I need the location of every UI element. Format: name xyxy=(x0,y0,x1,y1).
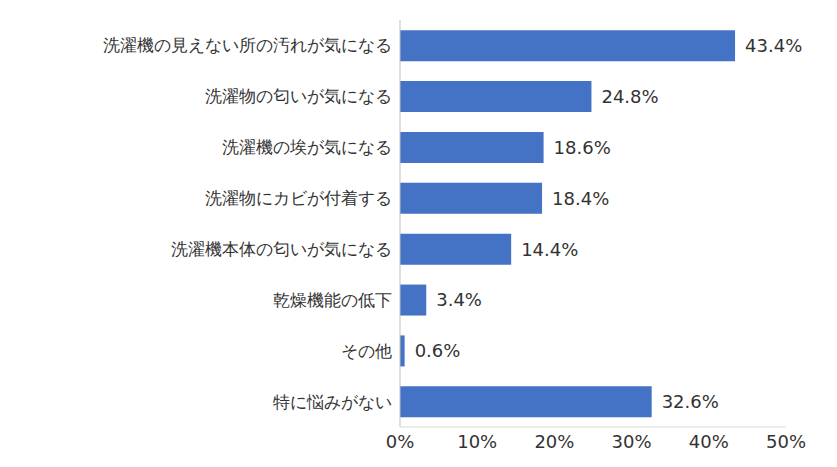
svg-text:3.4%: 3.4% xyxy=(436,289,482,310)
svg-text:20%: 20% xyxy=(534,431,574,452)
svg-text:40%: 40% xyxy=(689,431,729,452)
svg-text:洗濯機本体の匂いが気になる: 洗濯機本体の匂いが気になる xyxy=(171,239,392,259)
svg-text:50%: 50% xyxy=(766,431,806,452)
svg-text:洗濯機の埃が気になる: 洗濯機の埃が気になる xyxy=(222,137,392,157)
svg-text:43.4%: 43.4% xyxy=(745,35,802,56)
svg-text:18.4%: 18.4% xyxy=(552,188,609,209)
svg-text:0.6%: 0.6% xyxy=(415,340,461,361)
svg-text:32.6%: 32.6% xyxy=(662,391,719,412)
svg-text:特に悩みがない: 特に悩みがない xyxy=(273,392,392,412)
svg-text:14.4%: 14.4% xyxy=(521,239,578,260)
svg-text:洗濯物にカビが付着する: 洗濯物にカビが付着する xyxy=(205,188,392,208)
svg-text:0%: 0% xyxy=(386,431,415,452)
svg-text:30%: 30% xyxy=(612,431,652,452)
svg-text:洗濯物の匂いが気になる: 洗濯物の匂いが気になる xyxy=(205,86,392,106)
svg-text:乾燥機能の低下: 乾燥機能の低下 xyxy=(273,290,392,310)
svg-text:その他: その他 xyxy=(341,341,392,361)
svg-text:18.6%: 18.6% xyxy=(554,137,611,158)
svg-text:10%: 10% xyxy=(457,431,497,452)
svg-text:24.8%: 24.8% xyxy=(601,86,658,107)
svg-text:洗濯機の見えない所の汚れが気になる: 洗濯機の見えない所の汚れが気になる xyxy=(103,35,392,55)
